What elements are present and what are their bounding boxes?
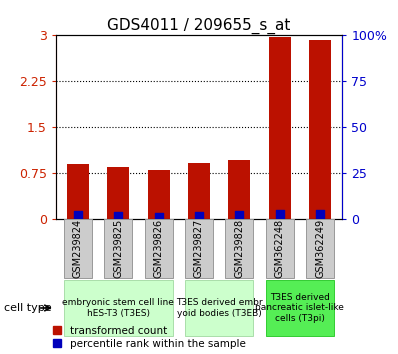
Point	[196, 213, 202, 219]
Legend: transformed count, percentile rank within the sample: transformed count, percentile rank withi…	[53, 326, 246, 349]
Bar	[148, 170, 170, 219]
Title: GDS4011 / 209655_s_at: GDS4011 / 209655_s_at	[107, 18, 291, 34]
Bar	[107, 167, 129, 219]
FancyBboxPatch shape	[266, 219, 294, 278]
Text: GSM239824: GSM239824	[73, 219, 83, 278]
Text: GSM239825: GSM239825	[113, 219, 123, 278]
Text: GSM239828: GSM239828	[234, 219, 244, 278]
FancyBboxPatch shape	[185, 219, 213, 278]
Point	[236, 213, 242, 218]
FancyBboxPatch shape	[306, 219, 334, 278]
Text: embryonic stem cell line
hES-T3 (T3ES): embryonic stem cell line hES-T3 (T3ES)	[62, 298, 174, 318]
Text: GSM362248: GSM362248	[275, 219, 285, 278]
FancyBboxPatch shape	[64, 280, 173, 336]
Text: cell type: cell type	[4, 303, 52, 313]
Text: GSM362249: GSM362249	[315, 219, 325, 278]
Point	[156, 214, 162, 219]
Point	[115, 213, 121, 219]
Bar	[188, 163, 210, 219]
Point	[277, 211, 283, 217]
FancyBboxPatch shape	[145, 219, 173, 278]
Bar	[309, 40, 331, 219]
Text: GSM239827: GSM239827	[194, 219, 204, 278]
Text: GSM239826: GSM239826	[154, 219, 164, 278]
Text: T3ES derived embr
yoid bodies (T3EB): T3ES derived embr yoid bodies (T3EB)	[176, 298, 263, 318]
Point	[75, 213, 81, 218]
Bar	[228, 160, 250, 219]
Point	[317, 211, 323, 217]
Bar	[67, 164, 89, 219]
FancyBboxPatch shape	[266, 280, 334, 336]
FancyBboxPatch shape	[104, 219, 132, 278]
Text: T3ES derived
pancreatic islet-like
cells (T3pi): T3ES derived pancreatic islet-like cells…	[256, 293, 344, 323]
FancyBboxPatch shape	[225, 219, 253, 278]
FancyBboxPatch shape	[64, 219, 92, 278]
Bar	[269, 37, 291, 219]
FancyBboxPatch shape	[185, 280, 253, 336]
